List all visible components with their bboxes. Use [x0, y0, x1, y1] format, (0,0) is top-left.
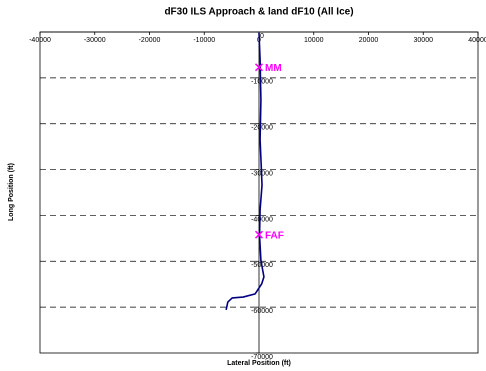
- x-axis-label: Lateral Position (ft): [227, 360, 291, 367]
- chart-title: dF30 ILS Approach & land dF10 (All Ice): [164, 7, 353, 18]
- y-tick-label: 0: [260, 33, 264, 40]
- data-line: [225, 32, 265, 311]
- y-tick-label: -10000: [251, 79, 273, 86]
- marker-label: MM: [265, 63, 282, 74]
- y-tick-label: -20000: [251, 125, 273, 132]
- marker-label: FAF: [265, 230, 284, 241]
- x-tick-label: -30000: [84, 37, 106, 44]
- y-tick-label: -70000: [251, 354, 273, 361]
- x-tick-label: 40000: [468, 37, 486, 44]
- x-tick-label: 30000: [414, 37, 434, 44]
- x-tick-label: -40000: [29, 37, 51, 44]
- x-tick-label: -10000: [193, 37, 215, 44]
- x-tick-label: -20000: [139, 37, 161, 44]
- marker: [254, 230, 264, 239]
- x-tick-label: 20000: [359, 37, 379, 44]
- y-tick-label: -40000: [251, 216, 273, 223]
- y-tick-label: -60000: [251, 308, 273, 315]
- y-axis-label: Long Position (ft): [8, 163, 15, 221]
- x-tick-label: 10000: [304, 37, 324, 44]
- marker: [254, 63, 264, 72]
